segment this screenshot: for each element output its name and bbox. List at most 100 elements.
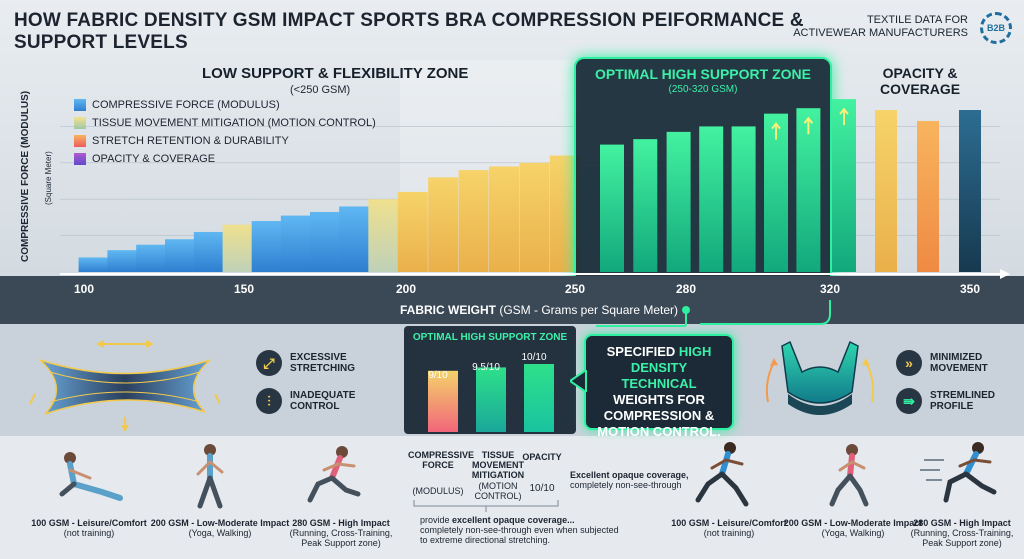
mini-bar-value: 9/10 [428, 370, 448, 381]
tag-label: STREMLINED PROFILE [930, 390, 995, 412]
x-tick-label: 250 [564, 282, 586, 296]
bar [600, 144, 624, 272]
b2b-gear-icon: B2B [980, 12, 1012, 44]
bar [458, 170, 489, 272]
person-caption: 200 GSM - Low-Moderate Impact (Yoga, Walk… [140, 518, 300, 538]
legend-item: TISSUE MOVEMENT MITIGATION (MOTION CONTR… [74, 114, 376, 132]
bar [519, 162, 550, 272]
person-caption-sub: (Yoga, Walking) [188, 528, 252, 538]
bar [310, 211, 340, 272]
person-caption-sub: Peak Support zone) [922, 538, 1002, 548]
tag-label-line-1: INADEQUATE [290, 390, 356, 401]
bottom-note-bold: excellent opaque coverage... [452, 515, 575, 525]
bar [633, 139, 658, 272]
opacity-zone-title-line-1: OPACITY & [882, 65, 958, 81]
callout-box: SPECIFIED HIGH DENSITY TECHNICAL WEIGHTS… [584, 334, 734, 439]
tag-label-line-1: MINIMIZED [930, 352, 983, 363]
mini-sub-tissue: (MOTION CONTROL) [474, 481, 522, 501]
person-caption-title: 100 GSM - Leisure/Comfort [31, 518, 147, 528]
arrows-out-icon: ⤢ [256, 350, 282, 376]
person-runner-right-icon [695, 442, 749, 507]
legend-swatch [74, 135, 86, 147]
person-jogger-right-icon [829, 444, 869, 507]
stretched-fabric-illustration [30, 340, 220, 432]
person-caption-sub: (not training) [63, 528, 115, 538]
x-tick-label: 100 [73, 282, 95, 296]
brand-text: TEXTILE DATA FOR ACTIVEWEAR MANUFACTURER… [793, 14, 968, 40]
bar [368, 199, 399, 272]
bar [193, 231, 224, 272]
page-title: HOW FABRIC DENSITY GSM IMPACT SPORTS BRA… [14, 10, 804, 53]
mini-label-line: FORCE [422, 460, 454, 470]
callout-text: FOR [677, 392, 705, 407]
opacity-zone-title-line-2: COVERAGE [880, 81, 961, 97]
mini-label-line: MITIGATION [471, 470, 525, 480]
person-caption-title: 280 GSM - High Impact [913, 518, 1011, 528]
mini-sub-compressive: (MODULUS) [412, 486, 464, 496]
bar-series [78, 110, 981, 273]
person-caption: 200 GSM - Low-Moderate Impact (Yoga, Walk… [778, 518, 928, 538]
person-caption: 280 GSM - High Impact (Running, Cross-Tra… [904, 518, 1020, 548]
tag-streamlined-profile: ⇛ STREMLINED PROFILE [896, 388, 995, 414]
bar [832, 99, 856, 272]
bar [107, 250, 138, 272]
bar [78, 257, 109, 272]
low-zone-range: (<250 GSM) [290, 84, 351, 96]
up-arrow-icon [839, 107, 849, 126]
x-axis-label: FABRIC WEIGHT (GSM - Grams per Square Me… [400, 303, 678, 317]
optimal-zone-title: OPTIMAL HIGH SUPPORT ZONE [595, 66, 811, 82]
mini-bar [476, 367, 506, 432]
bar [699, 126, 724, 273]
bar [280, 215, 311, 272]
opacity-note: Excellent opaque coverage, completely no… [570, 470, 690, 490]
mini-label-compressive: COMPRESSIVE FORCE [408, 450, 475, 470]
legend-label: TISSUE MOVEMENT MITIGATION (MOTION CONTR… [92, 117, 376, 129]
up-arrow-icon [803, 116, 814, 135]
bottom-note: provide excellent opaque coverage... com… [420, 515, 670, 545]
bar [731, 126, 756, 273]
bottom-note-line-2: completely non-see-through even when sub… [420, 525, 619, 535]
brand-line-2: ACTIVEWEAR MANUFACTURERS [793, 27, 968, 39]
legend-item: STRETCH RETENTION & DURABILITY [74, 132, 376, 150]
callout-text: SPECIFIED [606, 344, 676, 359]
brand-line-1: TEXTILE DATA FOR [866, 14, 968, 26]
callout-highlight: HIGH [678, 344, 712, 359]
person-caption-title: 200 GSM - Low-Moderate Impact [150, 518, 290, 528]
tag-minimized-movement: » MINIMIZED MOVEMENT [896, 350, 988, 376]
person-caption: 280 GSM - High Impact (Running, Cross-Tra… [276, 518, 406, 548]
person-caption: 100 GSM - Leisure/Comfort (not training) [14, 518, 164, 538]
mini-bar [428, 370, 458, 432]
mini-chart [428, 364, 554, 432]
tag-inadequate-control: ⫶ INADEQUATE CONTROL [256, 388, 355, 414]
bar [251, 221, 282, 272]
person-caption-sub: (Yoga, Walking) [821, 528, 885, 538]
callout-highlight: DENSITY TECHNICAL [621, 360, 697, 391]
mini-label-tissue: TISSUE MOVEMENT MITIGATION [470, 450, 526, 480]
tag-label: INADEQUATE CONTROL [290, 390, 355, 412]
opacity-note-text: completely non-see-through [570, 480, 682, 490]
callout-text: MOTION CONTROL. [597, 424, 721, 439]
legend-label: OPACITY & COVERAGE [92, 153, 216, 165]
x-tick-label: 280 [675, 282, 697, 296]
legend-swatch [74, 153, 86, 165]
tag-label-line-1: EXCESSIVE [290, 352, 347, 363]
sliders-icon: ⫶ [256, 388, 282, 414]
callout-text: WEIGHTS [613, 392, 674, 407]
up-arrow-icon [771, 122, 781, 140]
mini-label-line: COMPRESSIVE [408, 450, 475, 460]
mini-label-opacity: OPACITY [522, 452, 562, 462]
bottom-note-line-3: to extreme directional stretching. [420, 535, 551, 545]
x-tick-label: 200 [395, 282, 417, 296]
person-caption-sub: (Running, Cross-Training, [910, 528, 1014, 538]
connector-line [596, 300, 831, 327]
person-sprinter-right-icon [920, 442, 997, 503]
bar [136, 244, 167, 272]
bar [222, 224, 253, 272]
legend-item: OPACITY & COVERAGE [74, 150, 376, 168]
person-running-icon [307, 446, 361, 503]
x-axis-label-main: FABRIC WEIGHT [400, 303, 496, 317]
low-zone-title: LOW SUPPORT & FLEXIBILITY ZONE [202, 65, 469, 82]
mini-label-line: TISSUE [481, 450, 515, 460]
person-yoga-icon [196, 444, 224, 509]
legend-item: COMPRESSIVE FORCE (MODULUS) [74, 96, 376, 114]
